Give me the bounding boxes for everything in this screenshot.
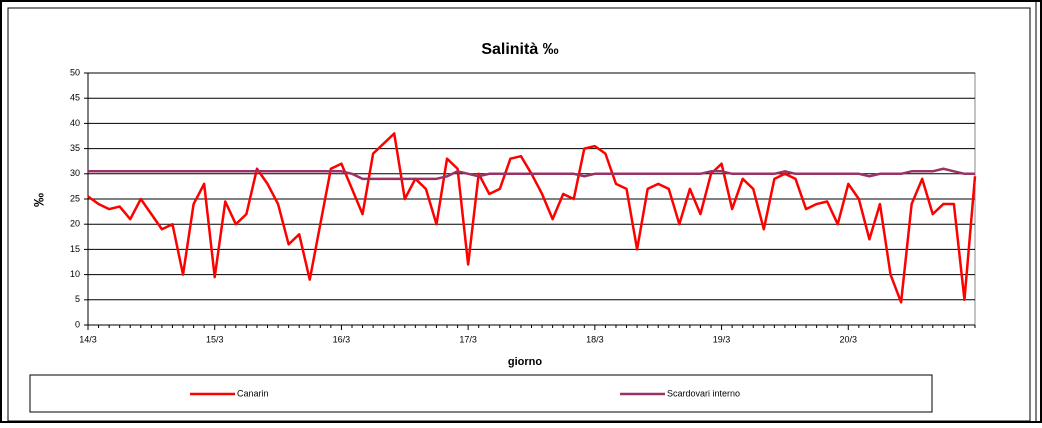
x-axis-label: giorno bbox=[508, 356, 542, 368]
y-tick-label: 35 bbox=[70, 143, 80, 153]
y-tick-label: 5 bbox=[75, 294, 80, 304]
y-tick-label: 30 bbox=[70, 168, 80, 178]
x-tick-label: 19/3 bbox=[713, 334, 731, 344]
legend-label: Scardovari interno bbox=[667, 388, 740, 398]
series-line bbox=[88, 167, 975, 181]
y-tick-label: 50 bbox=[70, 67, 80, 77]
y-tick-label: 10 bbox=[70, 269, 80, 279]
x-tick-label: 16/3 bbox=[333, 334, 351, 344]
x-tick-label: 14/3 bbox=[79, 334, 97, 344]
x-tick-label: 20/3 bbox=[840, 334, 858, 344]
y-tick-label: 0 bbox=[75, 319, 80, 329]
y-tick-label: 45 bbox=[70, 93, 80, 103]
x-tick-label: 17/3 bbox=[459, 334, 477, 344]
y-tick-label: 25 bbox=[70, 193, 80, 203]
legend-label: Canarin bbox=[237, 388, 269, 398]
chart-title: Salinità ‰ bbox=[481, 41, 558, 58]
y-axis-label: ‰ bbox=[31, 193, 47, 207]
y-tick-label: 40 bbox=[70, 118, 80, 128]
x-tick-label: 18/3 bbox=[586, 334, 604, 344]
y-tick-label: 20 bbox=[70, 219, 80, 229]
y-tick-label: 15 bbox=[70, 244, 80, 254]
legend bbox=[29, 374, 933, 413]
x-tick-label: 15/3 bbox=[206, 334, 224, 344]
